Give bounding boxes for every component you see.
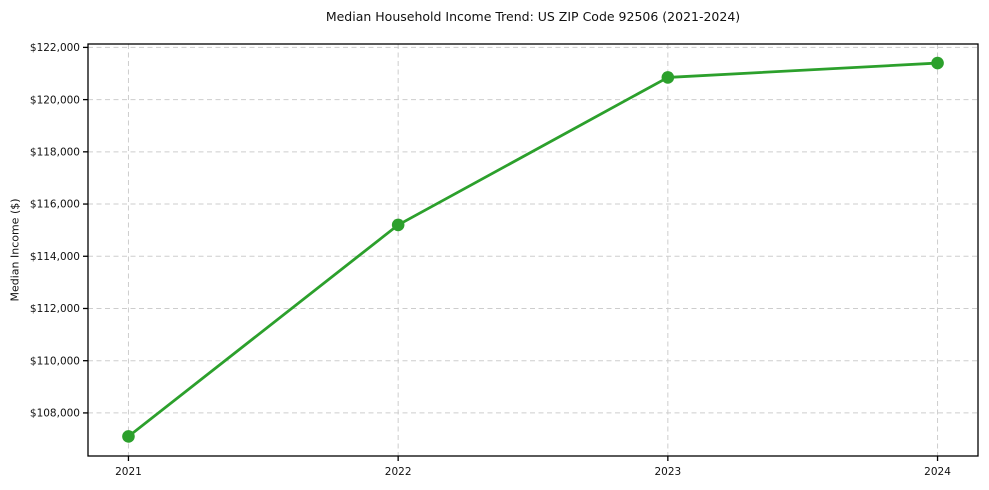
x-tick-label: 2022 — [385, 466, 412, 478]
plot-border — [87, 43, 979, 457]
y-tick-label: $120,000 — [30, 94, 80, 106]
data-point-2022 — [391, 218, 405, 232]
y-tick-label: $122,000 — [30, 42, 80, 54]
y-tick-label: $112,000 — [30, 303, 80, 315]
y-tick-label: $108,000 — [30, 408, 80, 420]
data-point-2023 — [661, 71, 675, 84]
y-tick-label: $110,000 — [30, 355, 80, 367]
y-tick-label: $114,000 — [30, 251, 80, 263]
x-tick-label: 2021 — [115, 466, 142, 478]
x-tick-label: 2024 — [924, 466, 951, 478]
x-tick-label: 2023 — [654, 466, 681, 478]
data-point-2024 — [931, 56, 944, 70]
y-tick-label: $118,000 — [30, 147, 80, 159]
data-point-2021 — [122, 430, 135, 443]
chart-title: Median Household Income Trend: US ZIP Co… — [325, 9, 741, 24]
trend-line — [127, 61, 939, 438]
y-tick-label: $116,000 — [30, 199, 80, 211]
